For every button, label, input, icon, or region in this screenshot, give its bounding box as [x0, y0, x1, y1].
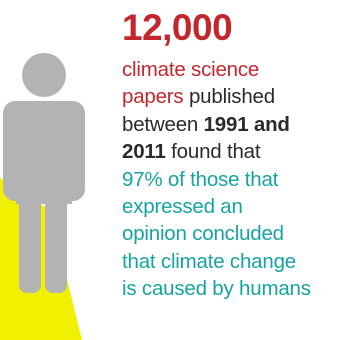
statement-line: 97% of those that	[122, 166, 354, 193]
statement-segment: 2011	[122, 140, 166, 164]
statement-segment: 97% of those that	[122, 167, 279, 191]
statement-line: expressed an	[122, 193, 354, 220]
statement-line: 2011 found that	[122, 138, 354, 165]
infographic-text: 12,000 climate science papers published be…	[122, 6, 354, 303]
person-silhouette-icon	[3, 53, 85, 293]
statement-line: that climate change	[122, 248, 354, 275]
headline-number: 12,000	[122, 7, 233, 48]
statement-segment: between	[122, 112, 204, 136]
statement-line: is caused by humans	[122, 275, 354, 302]
statement-segment: papers	[122, 85, 184, 109]
statement-segment: climate science	[122, 58, 260, 81]
person-illustration	[0, 0, 120, 340]
statement-segment: expressed an	[122, 195, 243, 219]
statement-line: opinion concluded	[122, 220, 354, 247]
statement-segment: opinion concluded	[122, 222, 284, 246]
statement-segment: found that	[165, 140, 261, 164]
statement-segment: 1991 and	[203, 112, 290, 136]
statement-segment: is caused by humans	[122, 277, 311, 301]
statement-line: climate science	[122, 56, 354, 83]
statement-line: between 1991 and	[122, 111, 354, 138]
statement-segment: that climate change	[122, 249, 296, 273]
statement-text: climate science papers published between 1…	[122, 56, 354, 303]
statement-line: papers published	[122, 83, 354, 110]
statement-segment: published	[183, 85, 275, 109]
